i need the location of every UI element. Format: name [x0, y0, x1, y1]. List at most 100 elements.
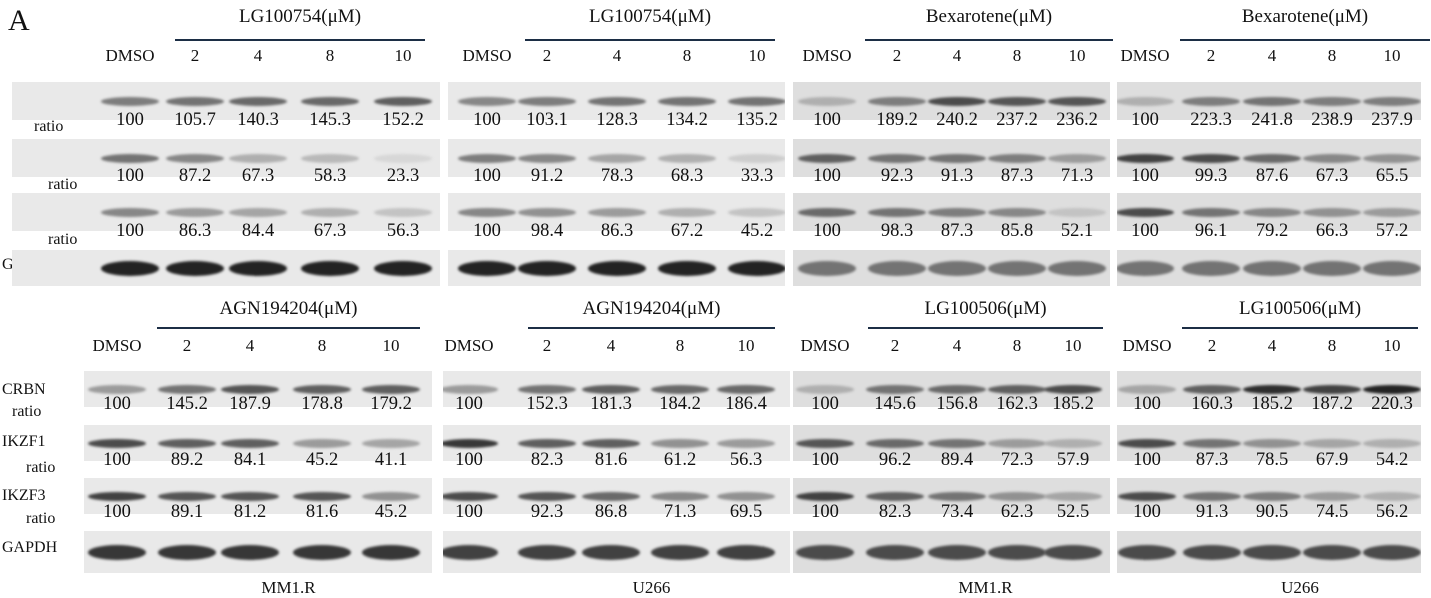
ratio-ikzf3: 79.2: [1255, 221, 1289, 241]
ratio-ikzf3: 100: [473, 221, 501, 241]
band: [1303, 96, 1361, 106]
ratio-ikzf1: 96.2: [878, 450, 912, 470]
treatment-title: LG100506(μM): [1238, 298, 1362, 319]
band: [582, 438, 640, 448]
band: [928, 260, 986, 276]
ratio-ikzf3: 100: [1133, 502, 1161, 522]
band: [1182, 96, 1240, 106]
band: [458, 260, 516, 276]
lane-label: 8: [1327, 336, 1337, 355]
treatment-underline: [865, 39, 1113, 41]
band: [1303, 544, 1361, 560]
treatment-underline: [868, 327, 1103, 329]
band: [1182, 153, 1240, 163]
row-label-ikzf1: IKZF1: [2, 433, 46, 450]
band: [1243, 438, 1301, 448]
band: [362, 491, 420, 501]
lane-label: 2: [542, 336, 552, 355]
band: [1044, 544, 1102, 560]
treatment-underline: [528, 327, 775, 329]
band: [88, 544, 146, 560]
ratio-crbn: 184.2: [659, 394, 701, 414]
band: [868, 96, 926, 106]
band: [293, 491, 351, 501]
ratio-crbn: 186.4: [725, 394, 767, 414]
band: [374, 153, 432, 163]
lane-label: 8: [1012, 46, 1022, 65]
band: [866, 438, 924, 448]
ratio-crbn: 185.2: [1251, 394, 1293, 414]
band: [651, 491, 709, 501]
band: [166, 207, 224, 217]
blot-ikzf3: [84, 478, 432, 514]
blot-ikzf1: [1117, 425, 1421, 461]
band: [229, 207, 287, 217]
ratio-crbn: 162.3: [996, 394, 1038, 414]
lane-label: DMSO: [105, 46, 155, 65]
ratio-ikzf3: 85.8: [1000, 221, 1034, 241]
band: [988, 96, 1046, 106]
lane-label: 2: [1207, 336, 1217, 355]
band: [1363, 438, 1421, 448]
band: [798, 260, 856, 276]
band: [582, 491, 640, 501]
lane-label: DMSO: [92, 336, 142, 355]
band: [1048, 153, 1106, 163]
lane-label: 10: [394, 46, 412, 65]
ratio-ikzf1: 92.3: [880, 166, 914, 186]
ratio-ikzf1: 84.1: [233, 450, 267, 470]
band: [1363, 153, 1421, 163]
band: [1044, 384, 1102, 394]
band: [458, 153, 516, 163]
treatment-title: AGN194204(μM): [219, 298, 358, 319]
ratio-crbn: 140.3: [237, 110, 279, 130]
band: [1363, 207, 1421, 217]
treatment-title: Bexarotene(μM): [925, 6, 1053, 27]
blot-ikzf3: [443, 478, 790, 514]
lane-label: 4: [612, 46, 622, 65]
row-label-ratio: ratio: [48, 176, 78, 193]
ratio-crbn: 152.3: [526, 394, 568, 414]
ratio-crbn: 223.3: [1190, 110, 1232, 130]
band: [588, 96, 646, 106]
band: [796, 384, 854, 394]
ratio-ikzf1: 71.3: [1060, 166, 1094, 186]
lane-label: DMSO: [462, 46, 512, 65]
ratio-crbn: 105.7: [174, 110, 216, 130]
band: [158, 491, 216, 501]
ratio-ikzf3: 91.3: [1195, 502, 1229, 522]
ratio-ikzf3: 45.2: [740, 221, 774, 241]
cell-line-label: U266: [1281, 578, 1319, 597]
ratio-ikzf3: 73.4: [940, 502, 974, 522]
band: [866, 544, 924, 560]
band: [1243, 260, 1301, 276]
ratio-ikzf1: 100: [811, 450, 839, 470]
ratio-ikzf1: 61.2: [663, 450, 697, 470]
lane-label: 4: [245, 336, 255, 355]
band: [1303, 438, 1361, 448]
ratio-crbn: 220.3: [1371, 394, 1413, 414]
band: [658, 207, 716, 217]
band: [518, 153, 576, 163]
band: [928, 153, 986, 163]
band: [518, 544, 576, 560]
ratio-ikzf1: 56.3: [729, 450, 763, 470]
treatment-title: LG100754(μM): [238, 6, 362, 27]
band: [518, 260, 576, 276]
ratio-crbn: 134.2: [666, 110, 708, 130]
blot-gapdh: [1117, 250, 1421, 286]
ratio-ikzf1: 78.3: [600, 166, 634, 186]
band: [1044, 438, 1102, 448]
lane-label: 10: [737, 336, 755, 355]
lane-label: DMSO: [444, 336, 494, 355]
band: [988, 384, 1046, 394]
band: [158, 544, 216, 560]
ratio-ikzf3: 98.4: [530, 221, 564, 241]
band: [1117, 96, 1174, 106]
ratio-crbn: 237.2: [996, 110, 1038, 130]
band: [988, 491, 1046, 501]
panel-letter: A: [8, 4, 30, 37]
row-label-ratio: ratio: [26, 459, 56, 476]
ratio-ikzf1: 57.9: [1056, 450, 1090, 470]
lane-label: 2: [1206, 46, 1216, 65]
